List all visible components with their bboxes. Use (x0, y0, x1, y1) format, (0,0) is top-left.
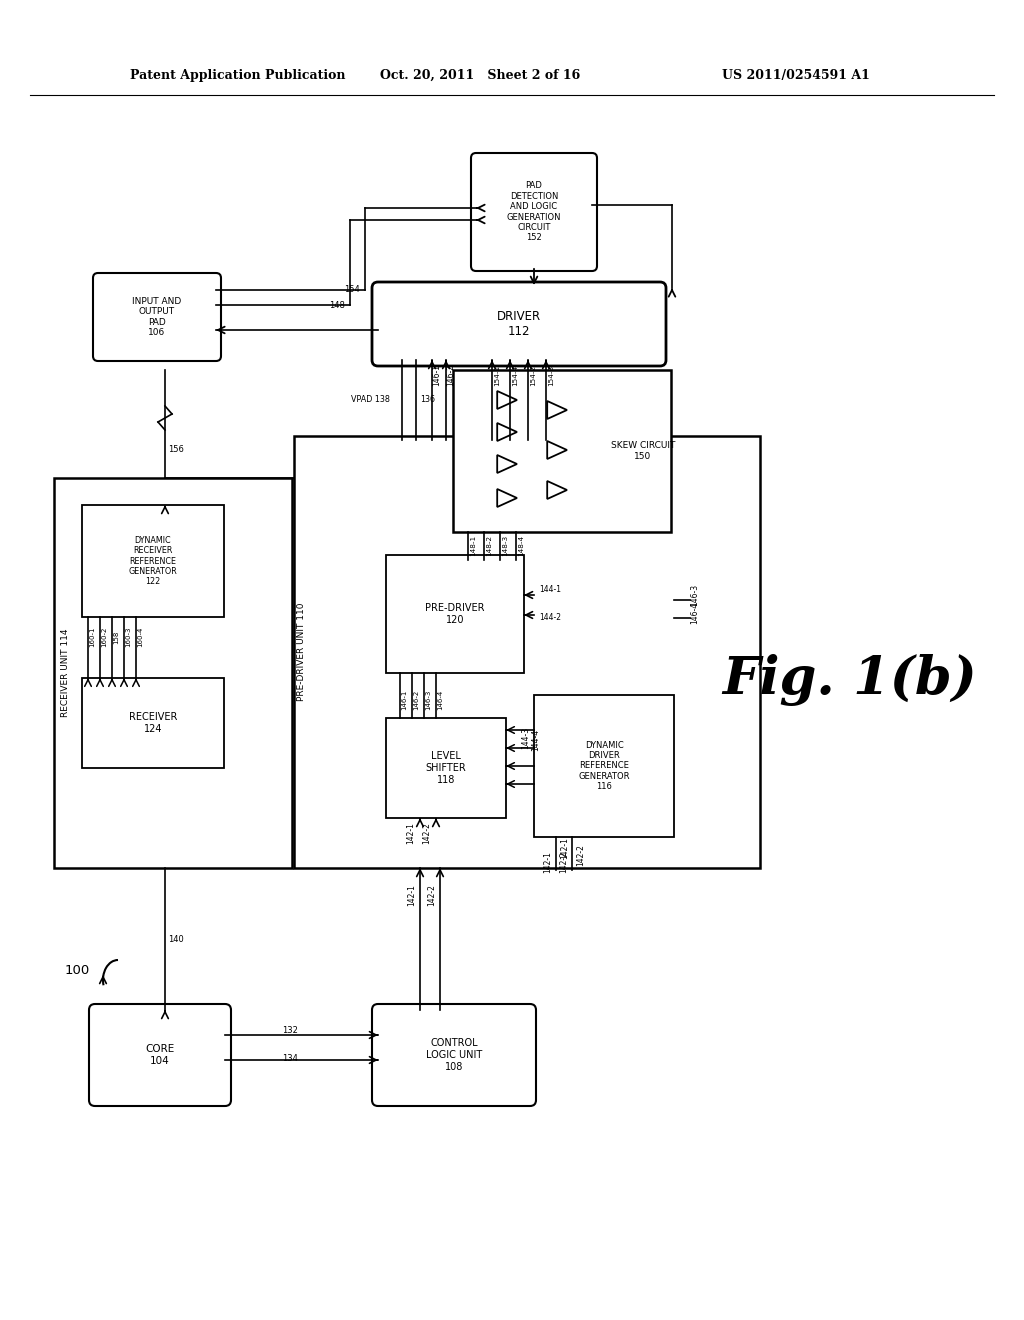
Text: Fig. 1(b): Fig. 1(b) (723, 653, 977, 706)
Text: 146-3: 146-3 (425, 690, 431, 710)
FancyBboxPatch shape (471, 153, 597, 271)
Bar (82, 506, 224, 616)
Bar (82, 678, 224, 768)
Text: 146-1: 146-1 (432, 364, 441, 385)
Text: LEVEL
SHIFTER
118: LEVEL SHIFTER 118 (426, 751, 466, 784)
Text: 142-1: 142-1 (543, 851, 552, 873)
Bar (386, 718, 506, 818)
Text: 142-2: 142-2 (559, 851, 568, 873)
Text: 154: 154 (344, 285, 360, 294)
Text: DRIVER
112: DRIVER 112 (497, 310, 541, 338)
Text: 142-2: 142-2 (427, 884, 436, 906)
Text: 144-2: 144-2 (539, 614, 561, 623)
Bar (534, 696, 674, 837)
Text: VPAD 138: VPAD 138 (351, 396, 390, 404)
Text: 142-1: 142-1 (560, 837, 569, 859)
Text: PRE-DRIVER UNIT 110: PRE-DRIVER UNIT 110 (298, 603, 306, 701)
Text: 134: 134 (282, 1053, 298, 1063)
FancyBboxPatch shape (372, 1005, 536, 1106)
Bar (453, 370, 671, 532)
Text: 146-1: 146-1 (401, 690, 407, 710)
Text: 154-2: 154-2 (530, 364, 536, 385)
Text: DYNAMIC
DRIVER
REFERENCE
GENERATOR
116: DYNAMIC DRIVER REFERENCE GENERATOR 116 (579, 741, 630, 791)
Text: 142-1: 142-1 (407, 884, 416, 906)
Text: CONTROL
LOGIC UNIT
108: CONTROL LOGIC UNIT 108 (426, 1039, 482, 1072)
Text: 148: 148 (329, 301, 345, 309)
Text: 142-2: 142-2 (422, 822, 431, 843)
Text: 154-1: 154-1 (494, 364, 500, 385)
Text: 160-3: 160-3 (125, 627, 131, 647)
Text: 148-4: 148-4 (518, 535, 524, 556)
FancyBboxPatch shape (89, 1005, 231, 1106)
Text: 148-3: 148-3 (502, 535, 508, 556)
Bar (386, 554, 524, 673)
Text: Oct. 20, 2011   Sheet 2 of 16: Oct. 20, 2011 Sheet 2 of 16 (380, 69, 581, 82)
Text: 144-1: 144-1 (539, 586, 561, 594)
Text: 142-2: 142-2 (575, 843, 585, 866)
Bar (294, 436, 760, 869)
Text: 160-2: 160-2 (101, 627, 106, 647)
Text: PRE-DRIVER
120: PRE-DRIVER 120 (425, 603, 484, 624)
Text: 154-4: 154-4 (512, 364, 518, 385)
Text: CORE
104: CORE 104 (145, 1044, 175, 1065)
Text: 154-3: 154-3 (548, 364, 554, 385)
Text: 142-1: 142-1 (406, 822, 415, 843)
Text: INPUT AND
OUTPUT
PAD
106: INPUT AND OUTPUT PAD 106 (132, 297, 181, 337)
Text: 146-4: 146-4 (690, 602, 699, 624)
Text: 146-2: 146-2 (413, 690, 419, 710)
Text: 146-2: 146-2 (446, 364, 455, 385)
Text: 158: 158 (113, 631, 119, 644)
FancyBboxPatch shape (372, 282, 666, 366)
Text: 148-1: 148-1 (470, 535, 476, 556)
Text: RECEIVER
124: RECEIVER 124 (129, 713, 177, 734)
Text: 156: 156 (168, 446, 184, 454)
Text: 144-4: 144-4 (531, 729, 540, 751)
Text: 160-1: 160-1 (89, 627, 95, 647)
Text: 140: 140 (168, 936, 183, 945)
Bar (54, 478, 292, 869)
Text: 136: 136 (420, 396, 435, 404)
Text: 160-4: 160-4 (137, 627, 143, 647)
FancyBboxPatch shape (93, 273, 221, 360)
Text: DYNAMIC
RECEIVER
REFERENCE
GENERATOR
122: DYNAMIC RECEIVER REFERENCE GENERATOR 122 (129, 536, 177, 586)
Text: PAD
DETECTION
AND LOGIC
GENERATION
CIRCUIT
152: PAD DETECTION AND LOGIC GENERATION CIRCU… (507, 181, 561, 243)
Text: 144-3: 144-3 (521, 727, 530, 748)
Text: 146-4: 146-4 (437, 690, 443, 710)
Text: US 2011/0254591 A1: US 2011/0254591 A1 (722, 69, 870, 82)
Text: 148-2: 148-2 (486, 535, 492, 556)
Text: 146-3: 146-3 (690, 583, 699, 606)
Text: Patent Application Publication: Patent Application Publication (130, 69, 345, 82)
Text: RECEIVER UNIT 114: RECEIVER UNIT 114 (61, 628, 71, 717)
Text: 132: 132 (282, 1026, 298, 1035)
Text: 100: 100 (65, 964, 90, 977)
Text: SKEW CIRCUIT
150: SKEW CIRCUIT 150 (610, 441, 675, 461)
